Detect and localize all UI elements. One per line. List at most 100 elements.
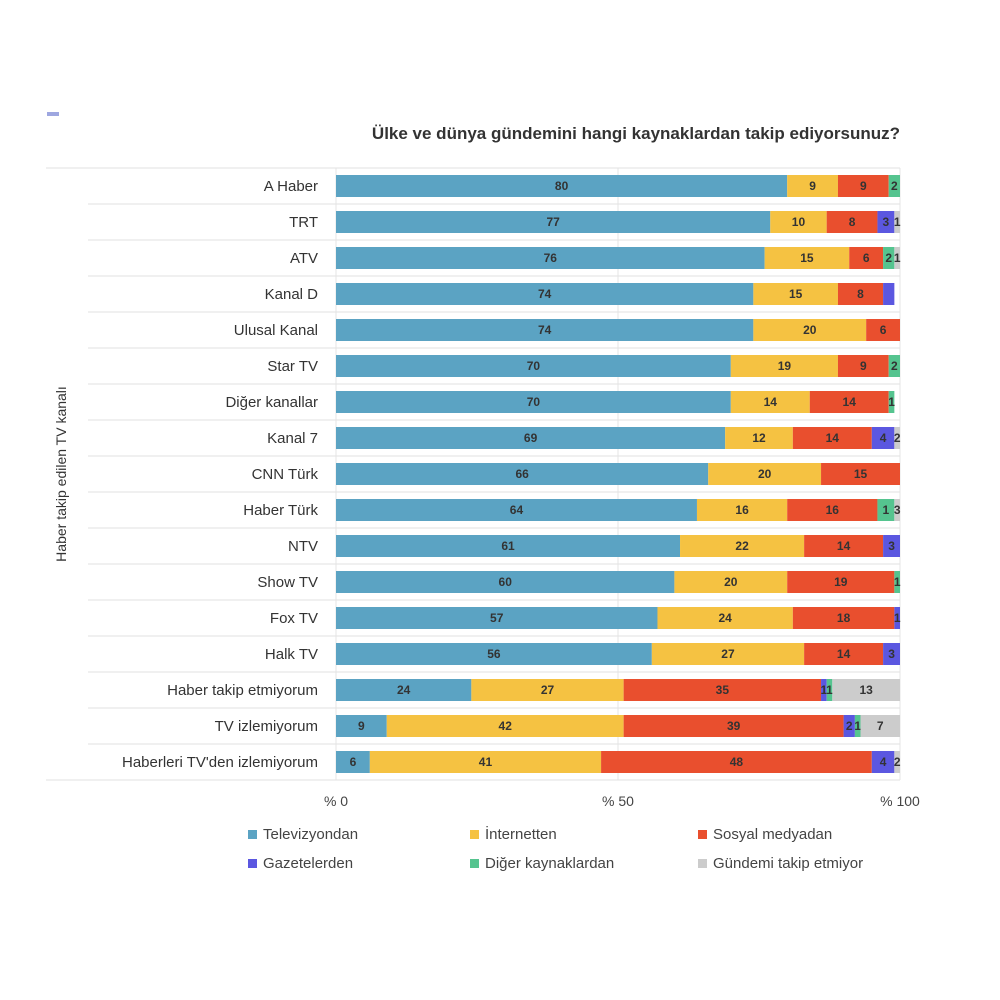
bar-segment	[336, 751, 370, 773]
bar-segment	[894, 499, 900, 521]
bar-segment	[883, 535, 900, 557]
data-label: 74	[538, 323, 552, 337]
data-label: 7	[877, 719, 884, 733]
bar-segment	[386, 715, 624, 737]
category-label: Star TV	[267, 358, 318, 375]
category-label: NTV	[288, 538, 318, 555]
bar-segment	[821, 679, 827, 701]
data-label: 35	[716, 683, 730, 697]
bar-segment	[843, 715, 855, 737]
bar-segment	[809, 391, 889, 413]
data-label: 3	[883, 215, 890, 229]
bar-segment	[336, 535, 681, 557]
data-label: 12	[752, 431, 766, 445]
data-label: 16	[826, 503, 840, 517]
legend-item-gazetelerden: Gazetelerden	[248, 855, 470, 872]
chart-title: Ülke ve dünya gündemini hangi kaynaklard…	[371, 124, 900, 143]
data-label: 39	[727, 719, 741, 733]
x-tick-label: % 100	[880, 793, 920, 809]
bar-segment	[860, 715, 900, 737]
category-label: Halk TV	[265, 646, 318, 663]
bar-segment	[336, 355, 731, 377]
bar-segment	[871, 751, 895, 773]
bar-segment	[826, 211, 878, 233]
category-label: A Haber	[264, 178, 318, 195]
bar-segment	[804, 535, 884, 557]
data-label: 64	[510, 503, 524, 517]
data-label: 24	[397, 683, 411, 697]
data-label: 27	[721, 647, 735, 661]
bar-segment	[854, 715, 861, 737]
data-label: 6	[350, 755, 357, 769]
bar-segment	[336, 463, 709, 485]
x-tick-label: % 0	[324, 793, 348, 809]
data-label: 70	[527, 395, 541, 409]
data-label: 2	[846, 719, 853, 733]
legend-label: Sosyal medyadan	[713, 826, 833, 843]
category-label: Diğer kanallar	[225, 394, 318, 411]
bar-segment	[336, 319, 754, 341]
data-label: 9	[358, 719, 365, 733]
bar-segment	[336, 427, 726, 449]
data-label: 3	[894, 503, 901, 517]
data-label: 14	[837, 647, 851, 661]
data-label: 6	[880, 323, 887, 337]
bar-segment	[336, 571, 675, 593]
data-label: 3	[888, 647, 895, 661]
data-label: 69	[524, 431, 538, 445]
data-label: 8	[849, 215, 856, 229]
data-label: 10	[792, 215, 806, 229]
legend-swatch	[470, 830, 479, 839]
data-label: 70	[527, 359, 541, 373]
bar-segment	[336, 643, 652, 665]
bar-segment	[369, 751, 602, 773]
legend-swatch	[698, 830, 707, 839]
data-label: 1	[894, 251, 901, 265]
data-label: 15	[789, 287, 803, 301]
data-label: 4	[880, 431, 887, 445]
bar-segment	[894, 607, 900, 629]
bar-segment	[787, 175, 838, 197]
bar-segment	[336, 247, 765, 269]
data-label: 66	[515, 467, 529, 481]
data-label: 60	[499, 575, 513, 589]
category-label: Haberleri TV'den izlemiyorum	[122, 754, 318, 771]
data-label: 6	[863, 251, 870, 265]
data-label: 14	[764, 395, 778, 409]
bar-segment	[680, 535, 805, 557]
data-label: 8	[857, 287, 864, 301]
bar-segment	[753, 319, 867, 341]
legend-label: Televizyondan	[263, 826, 359, 843]
data-label: 1	[854, 719, 861, 733]
data-label: 27	[541, 683, 555, 697]
category-label: CNN Türk	[252, 466, 319, 483]
bar-segment	[883, 643, 900, 665]
bar-segment	[837, 283, 884, 305]
bar-segment	[894, 211, 900, 233]
data-label: 48	[730, 755, 744, 769]
category-label: Ulusal Kanal	[234, 322, 318, 339]
bar-segment	[888, 175, 900, 197]
bar-segment	[601, 751, 872, 773]
bar-segment	[837, 175, 889, 197]
category-label: Show TV	[257, 574, 318, 591]
data-label: 9	[809, 179, 816, 193]
bar-segment	[336, 499, 697, 521]
bar-segment	[866, 319, 900, 341]
category-label: Kanal 7	[267, 430, 318, 447]
data-label: 20	[803, 323, 817, 337]
legend-swatch	[470, 859, 479, 868]
data-label: 14	[826, 431, 840, 445]
category-label: Haber takip etmiyorum	[167, 682, 318, 699]
bar-segment	[730, 355, 838, 377]
legend-swatch	[248, 859, 257, 868]
bar-segment	[787, 571, 895, 593]
bar-segment	[336, 283, 754, 305]
data-label: 15	[854, 467, 868, 481]
bar-segment	[894, 571, 900, 593]
y-axis-title: Haber takip edilen TV kanalı	[53, 386, 69, 562]
bar-segment	[883, 247, 895, 269]
bar-segment	[708, 463, 822, 485]
data-label: 3	[888, 539, 895, 553]
